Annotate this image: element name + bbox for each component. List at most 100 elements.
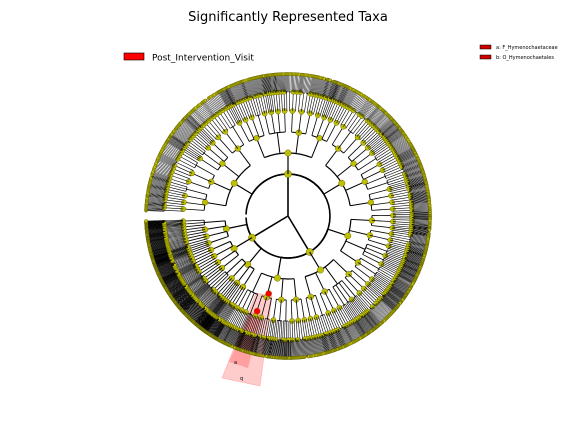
- tree-branch: [333, 259, 350, 275]
- tree-branch: [322, 79, 329, 98]
- tree-branch: [402, 263, 420, 271]
- tree-branch: [371, 208, 393, 211]
- tree-branch: [392, 204, 412, 208]
- tree-branch: [409, 189, 428, 194]
- tree-branch: [383, 294, 398, 307]
- tree-branch: [392, 223, 412, 226]
- tree-branch: [376, 302, 390, 316]
- tree-branch: [407, 249, 425, 256]
- tree-branch: [257, 115, 265, 136]
- tree-branch: [404, 166, 422, 174]
- tree-branch: [204, 101, 216, 116]
- tree-branch: [148, 187, 167, 192]
- tree-node: [274, 274, 281, 282]
- tree-branch: [327, 228, 348, 237]
- tree-branch: [411, 228, 430, 231]
- tree-branch: [388, 288, 404, 300]
- tree-branch: [382, 124, 397, 137]
- tree-branch: [336, 85, 345, 103]
- tree-branch: [399, 270, 416, 279]
- tree-branch: [270, 75, 273, 93]
- tree-branch: [343, 137, 358, 154]
- tree-branch: [275, 74, 278, 93]
- tree-branch: [164, 202, 184, 205]
- tree-branch: [313, 95, 319, 115]
- tree-branch: [232, 126, 245, 145]
- tree-branch: [147, 193, 166, 198]
- tree-branch: [411, 202, 430, 205]
- tree-branch: [247, 98, 255, 117]
- tree-branch: [403, 260, 421, 268]
- tree-branch: [179, 123, 194, 136]
- tree-branch: [360, 100, 371, 116]
- tree-branch: [411, 204, 430, 207]
- tree-branch: [398, 271, 415, 281]
- tree-branch: [405, 169, 423, 176]
- tree-branch: [403, 163, 421, 171]
- tree-branch: [387, 130, 403, 143]
- tree-branch: [214, 94, 224, 111]
- tree-branch: [410, 231, 429, 234]
- tree-branch: [151, 176, 169, 182]
- tree-branch: [372, 306, 385, 321]
- tree-branch: [362, 102, 374, 117]
- tree-branch: [373, 305, 387, 319]
- tree-branch: [390, 285, 406, 296]
- tree-branch: [404, 259, 422, 267]
- tree-branch: [362, 314, 374, 330]
- tree-branch: [356, 122, 370, 137]
- tree-branch: [148, 189, 167, 194]
- tree-branch: [182, 150, 199, 161]
- tree-branch: [392, 282, 408, 293]
- tree-branch: [375, 115, 389, 129]
- tree-branch: [165, 199, 184, 203]
- tree-branch: [367, 310, 380, 325]
- tree-branch: [370, 139, 386, 152]
- tree-branch: [394, 279, 410, 290]
- tree-branch: [346, 302, 358, 320]
- tree-leaf-node: [203, 98, 208, 103]
- tree-branch: [402, 261, 420, 270]
- tree-branch: [232, 85, 240, 102]
- tree-branch: [410, 196, 429, 200]
- clade-legend-swatch-a: [479, 44, 492, 50]
- tree-branch: [410, 234, 429, 238]
- tree-branch: [174, 129, 190, 142]
- tree-node: [197, 155, 203, 162]
- tree-branch: [347, 142, 364, 158]
- tree-branch: [324, 80, 331, 98]
- tree-branch: [253, 78, 259, 96]
- tree-branch: [371, 279, 387, 292]
- tree-branch: [392, 283, 408, 294]
- tree-branch: [345, 89, 354, 107]
- tree-branch: [147, 196, 166, 200]
- tree-branch: [148, 190, 167, 194]
- tree-branch: [207, 98, 218, 114]
- tree-branch: [203, 152, 222, 166]
- tree-branch: [356, 295, 370, 311]
- tree-branch: [389, 134, 405, 146]
- tree-branch: [384, 126, 399, 139]
- tree-branch: [195, 164, 215, 176]
- tree-branch: [332, 83, 340, 101]
- tree-branch: [238, 82, 246, 100]
- tree-node: [390, 212, 396, 219]
- tree-branch: [152, 172, 170, 179]
- tree-branch: [373, 305, 387, 319]
- tree-branch: [178, 125, 193, 138]
- tree-branch: [362, 102, 375, 118]
- tree-branch: [168, 181, 188, 188]
- tree-branch: [183, 222, 205, 225]
- tree-branch: [181, 122, 196, 135]
- tree-branch: [407, 176, 425, 182]
- tree-branch: [316, 117, 325, 138]
- tree-branch: [405, 255, 423, 262]
- tree-branch: [389, 243, 408, 250]
- phylogenetic-tree: [144, 72, 432, 360]
- tree-branch: [362, 314, 375, 330]
- tree-branch: [265, 94, 270, 113]
- tree-branch: [170, 136, 186, 147]
- tree-branch: [305, 113, 311, 134]
- tree-node: [365, 281, 371, 287]
